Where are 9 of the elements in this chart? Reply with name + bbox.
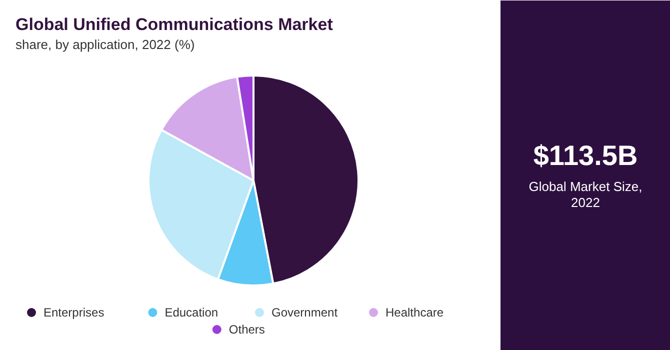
legend-label: Education [164,306,218,320]
legend-label: Government [272,306,338,320]
chart-title: Global Unified Communications Market [16,15,334,34]
chart-subtitle: share, by application, 2022 (%) [16,37,195,52]
legend-label: Others [228,322,265,336]
text: $113.5B [533,140,638,171]
legend-label: Enterprises [44,306,104,320]
legend-label: Healthcare [386,306,444,320]
text: Global Market Size, 2022 [528,179,642,210]
